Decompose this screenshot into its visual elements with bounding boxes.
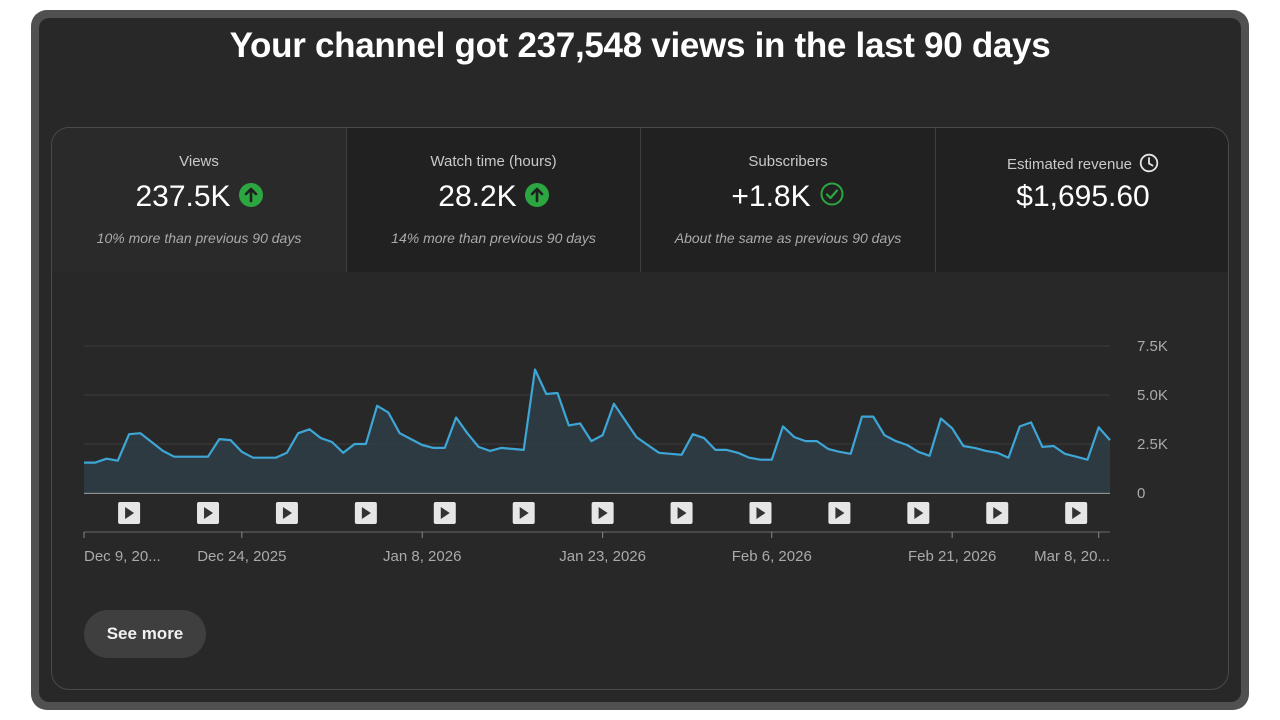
metric-tab-watch-time[interactable]: Watch time (hours) 28.2K 14% more than p… (347, 128, 641, 272)
metric-value-text: 237.5K (135, 180, 231, 213)
video-marker[interactable] (512, 502, 535, 524)
arrow-up-circle-icon (238, 181, 263, 215)
page-title: Your channel got 237,548 views in the la… (229, 26, 1051, 65)
video-marker[interactable] (197, 502, 220, 524)
play-icon (204, 507, 214, 519)
metric-tab-revenue[interactable]: Estimated revenue $1,695.60 (936, 128, 1228, 272)
play-icon (598, 507, 608, 519)
play-icon (756, 507, 766, 519)
play-icon (993, 507, 1003, 519)
y-tick-label: 0 (1137, 485, 1145, 502)
video-marker[interactable] (118, 502, 141, 524)
video-marker[interactable] (275, 502, 298, 524)
video-marker[interactable] (907, 502, 930, 524)
clock-icon[interactable] (1139, 153, 1159, 177)
metric-value: 28.2K (347, 180, 640, 215)
analytics-card: Views 237.5K 10% more than previous 90 d… (51, 127, 1229, 690)
metric-value-text: +1.8K (731, 180, 811, 213)
video-marker[interactable] (749, 502, 772, 524)
arrow-up-circle-icon (524, 181, 549, 215)
y-tick-label: 2.5K (1137, 436, 1168, 453)
x-tick-label: Mar 8, 20... (1034, 548, 1110, 565)
play-icon (361, 507, 371, 519)
metric-label: Estimated revenue (936, 153, 1228, 177)
metric-label: Watch time (hours) (430, 153, 557, 170)
check-circle-icon (819, 181, 845, 215)
video-marker[interactable] (670, 502, 693, 524)
x-tick-label: Feb 6, 2026 (732, 548, 812, 565)
play-icon (519, 507, 529, 519)
metric-note: 14% more than previous 90 days (391, 230, 596, 246)
video-marker[interactable] (591, 502, 614, 524)
play-icon (677, 507, 687, 519)
play-icon (835, 507, 845, 519)
series-line (84, 368, 1111, 464)
play-icon (125, 507, 135, 519)
y-tick-label: 5.0K (1137, 387, 1168, 404)
metric-value: 237.5K (52, 180, 346, 215)
video-marker[interactable] (986, 502, 1009, 524)
x-tick-label: Jan 8, 2026 (383, 548, 461, 565)
play-icon (914, 507, 924, 519)
metric-tab-views[interactable]: Views 237.5K 10% more than previous 90 d… (52, 128, 347, 272)
see-more-button[interactable]: See more (84, 610, 206, 658)
metric-note: 10% more than previous 90 days (96, 230, 302, 246)
x-tick-label: Jan 23, 2026 (559, 548, 646, 565)
metric-label: Views (179, 153, 219, 170)
metric-label-text: Estimated revenue (1006, 155, 1133, 173)
metric-value: $1,695.60 (1016, 180, 1150, 213)
metric-value-text: 28.2K (438, 180, 517, 213)
x-tick-label: Dec 24, 2025 (197, 548, 286, 565)
play-icon (1072, 507, 1082, 519)
metric-value: +1.8K (641, 180, 935, 215)
x-tick-label: Dec 9, 20... (84, 548, 161, 565)
metric-tab-subscribers[interactable]: Subscribers +1.8K About the same as prev… (641, 128, 936, 272)
video-marker[interactable] (354, 502, 377, 524)
x-tick-label: Feb 21, 2026 (908, 548, 996, 565)
play-icon (282, 507, 292, 519)
metric-label: Subscribers (748, 153, 828, 170)
series-area (84, 369, 1110, 493)
video-marker[interactable] (433, 502, 456, 524)
y-tick-label: 7.5K (1137, 338, 1168, 355)
metric-note: About the same as previous 90 days (674, 230, 902, 246)
video-marker[interactable] (1065, 502, 1088, 524)
video-marker[interactable] (828, 502, 851, 524)
play-icon (440, 507, 450, 519)
